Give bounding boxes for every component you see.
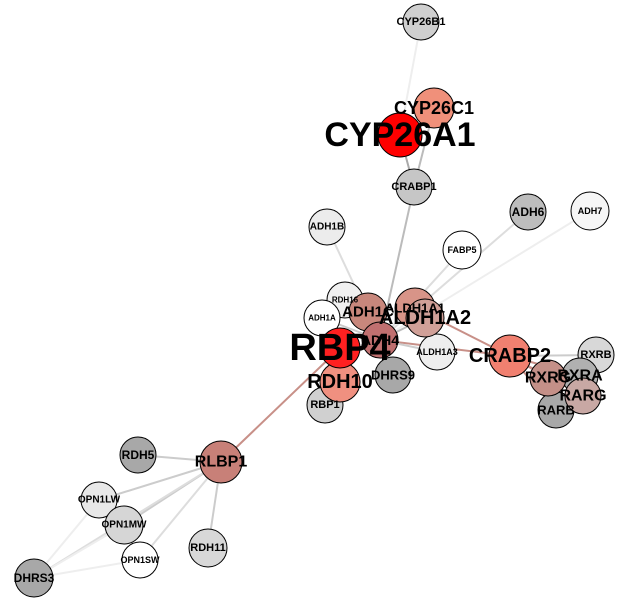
node	[319, 327, 361, 369]
node-label: CYP26A1	[324, 116, 475, 154]
node-label: RDH5	[122, 448, 155, 462]
node-label: RXRA	[557, 368, 603, 385]
node	[488, 334, 532, 378]
node-label: RXRB	[580, 349, 611, 361]
node	[119, 436, 157, 474]
node-label: CRABP1	[391, 181, 436, 193]
node-label: DHRS9	[371, 368, 415, 383]
node-label: OPN1SW	[120, 555, 160, 565]
node-label: FABP5	[447, 245, 476, 255]
node	[395, 168, 433, 206]
node-label: RBP4	[289, 327, 390, 369]
node-label: CRABP2	[469, 345, 551, 367]
node	[377, 112, 423, 158]
node-label: RARG	[559, 388, 606, 405]
node	[121, 541, 159, 579]
node	[104, 505, 144, 545]
node	[442, 230, 482, 270]
node-label: DHRS3	[14, 571, 55, 585]
node-label: RBP1	[310, 399, 339, 411]
node-label: ADH1A	[308, 314, 336, 323]
nodes	[14, 3, 615, 598]
node-label: RARB	[537, 403, 575, 418]
node	[374, 356, 412, 394]
node	[529, 359, 567, 397]
node-label: ADH6	[512, 205, 545, 219]
node-label: OPN1LW	[78, 495, 121, 506]
node	[14, 558, 54, 598]
node-label: ADH1B	[310, 222, 344, 233]
node	[564, 377, 602, 415]
node-label: ADH7	[578, 206, 603, 216]
node	[308, 208, 346, 246]
node-label: CYP26C1	[394, 98, 474, 118]
edge	[220, 347, 341, 463]
node-label: RXRG	[525, 370, 571, 387]
node-label: RDH10	[307, 371, 373, 393]
node	[418, 333, 456, 371]
node	[80, 481, 118, 519]
node-label: ALDH1A1	[385, 301, 445, 316]
node	[509, 193, 547, 231]
node	[570, 191, 610, 231]
node-label: OPN1MW	[102, 520, 148, 531]
node-label: CYP26B1	[397, 16, 446, 28]
node	[413, 87, 455, 129]
node-label: RLBP1	[195, 454, 248, 471]
node	[303, 299, 341, 337]
node	[188, 528, 228, 568]
node-label: ALDH1A3	[416, 347, 458, 357]
node	[361, 321, 399, 359]
node-label: RDH11	[190, 542, 225, 554]
node-label: ALDH1A2	[379, 307, 471, 329]
node	[199, 440, 243, 484]
node-label: ADH1C	[342, 304, 394, 321]
node	[402, 3, 440, 41]
node-label: RDH16	[332, 296, 359, 305]
node-label: ADH4	[361, 332, 399, 348]
node	[405, 298, 445, 338]
